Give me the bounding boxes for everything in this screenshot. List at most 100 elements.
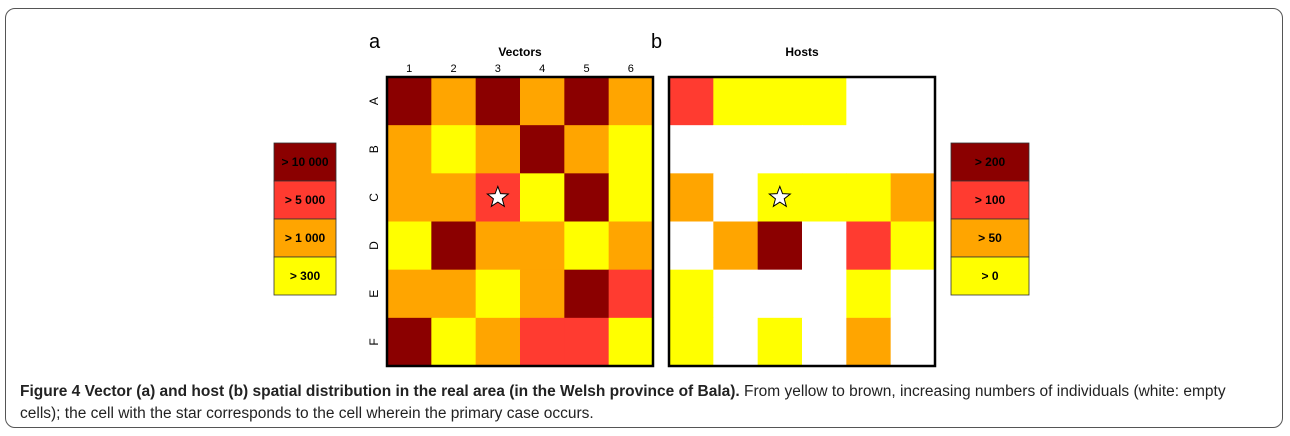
- cell: [564, 125, 610, 174]
- cell: [520, 221, 565, 271]
- cell: [475, 221, 521, 271]
- row-label: A: [367, 97, 381, 105]
- cell: [608, 269, 654, 319]
- cell: [846, 317, 892, 367]
- cell: [890, 125, 936, 174]
- cell: [802, 173, 847, 222]
- cell: [475, 317, 521, 367]
- legend-label: > 200: [975, 155, 1006, 169]
- caption-text: From yellow to brown, increasing numbers…: [20, 383, 1226, 422]
- cell: [890, 173, 936, 222]
- legend-box: [950, 180, 1030, 220]
- cell: [802, 317, 847, 367]
- column-label: 5: [583, 63, 589, 75]
- cell: [475, 77, 521, 126]
- row-label: F: [367, 338, 381, 345]
- cell: [608, 173, 654, 222]
- row-label: B: [367, 145, 381, 153]
- cell: [431, 173, 477, 222]
- legend-label: > 1 000: [285, 231, 326, 245]
- cell: [713, 317, 759, 367]
- cell: [757, 317, 803, 367]
- caption-bold: Figure 4 Vector (a) and host (b) spatial…: [20, 383, 740, 400]
- cell: [890, 269, 936, 319]
- star: [768, 184, 792, 208]
- cell: [475, 269, 521, 319]
- cell: [431, 221, 477, 271]
- caption: Figure 4 Vector (a) and host (b) spatial…: [20, 381, 1270, 425]
- cell: [757, 125, 803, 174]
- cell: [608, 77, 654, 126]
- legend-label: > 10 000: [281, 155, 328, 169]
- cell: [802, 125, 847, 174]
- cell: [387, 77, 432, 126]
- cell: [564, 269, 610, 319]
- cell: [520, 173, 565, 222]
- cell: [431, 125, 477, 174]
- cell: [669, 125, 714, 174]
- cell: [846, 269, 892, 319]
- cell: [431, 317, 477, 367]
- cell: [846, 125, 892, 174]
- cell: [608, 125, 654, 174]
- cell: [564, 77, 610, 126]
- grid-border: [385, 75, 655, 368]
- cell: [757, 77, 803, 126]
- legend-label: > 300: [290, 269, 321, 283]
- cell: [669, 221, 714, 271]
- cell: [757, 269, 803, 319]
- cell: [387, 125, 432, 174]
- panel-title: Vectors: [498, 45, 542, 59]
- panel-title: Hosts: [785, 45, 819, 59]
- cell: [520, 77, 565, 126]
- column-label: 6: [628, 63, 634, 75]
- row-label: D: [367, 241, 381, 250]
- column-label: 2: [450, 63, 456, 75]
- cell: [608, 221, 654, 271]
- cell: [669, 269, 714, 319]
- cell: [387, 317, 432, 367]
- cell: [387, 269, 432, 319]
- cell: [890, 77, 936, 126]
- cell: [520, 317, 565, 367]
- cell: [564, 221, 610, 271]
- cell: [713, 269, 759, 319]
- cell: [802, 77, 847, 126]
- cell: [757, 221, 803, 271]
- legend-label: > 0: [981, 269, 998, 283]
- grid-border: [667, 75, 937, 368]
- legend-box: [273, 256, 337, 296]
- cell: [713, 77, 759, 126]
- legend-box: [950, 256, 1030, 296]
- cell: [890, 221, 936, 271]
- cell: [520, 269, 565, 319]
- figure-frame: [5, 8, 1283, 428]
- cell: [802, 221, 847, 271]
- cell: [669, 173, 714, 222]
- panel-letter: b: [651, 31, 662, 53]
- cell: [387, 173, 432, 222]
- cell: [713, 125, 759, 174]
- cell: [890, 317, 936, 367]
- cell: [520, 125, 565, 174]
- cell: [387, 221, 432, 271]
- cell: [431, 269, 477, 319]
- legend-box: [273, 180, 337, 220]
- legend-box: [950, 218, 1030, 258]
- cell: [713, 221, 759, 271]
- cell: [802, 269, 847, 319]
- row-label: E: [367, 290, 381, 298]
- legend-box: [950, 142, 1030, 182]
- cell: [475, 125, 521, 174]
- row-label: C: [367, 193, 381, 202]
- legend-label: > 5 000: [285, 193, 326, 207]
- column-label: 4: [539, 63, 545, 75]
- star: [486, 184, 510, 208]
- panel-letter: a: [369, 31, 381, 53]
- legend-label: > 50: [978, 231, 1002, 245]
- column-label: 3: [495, 63, 501, 75]
- cell: [608, 317, 654, 367]
- cell: [431, 77, 477, 126]
